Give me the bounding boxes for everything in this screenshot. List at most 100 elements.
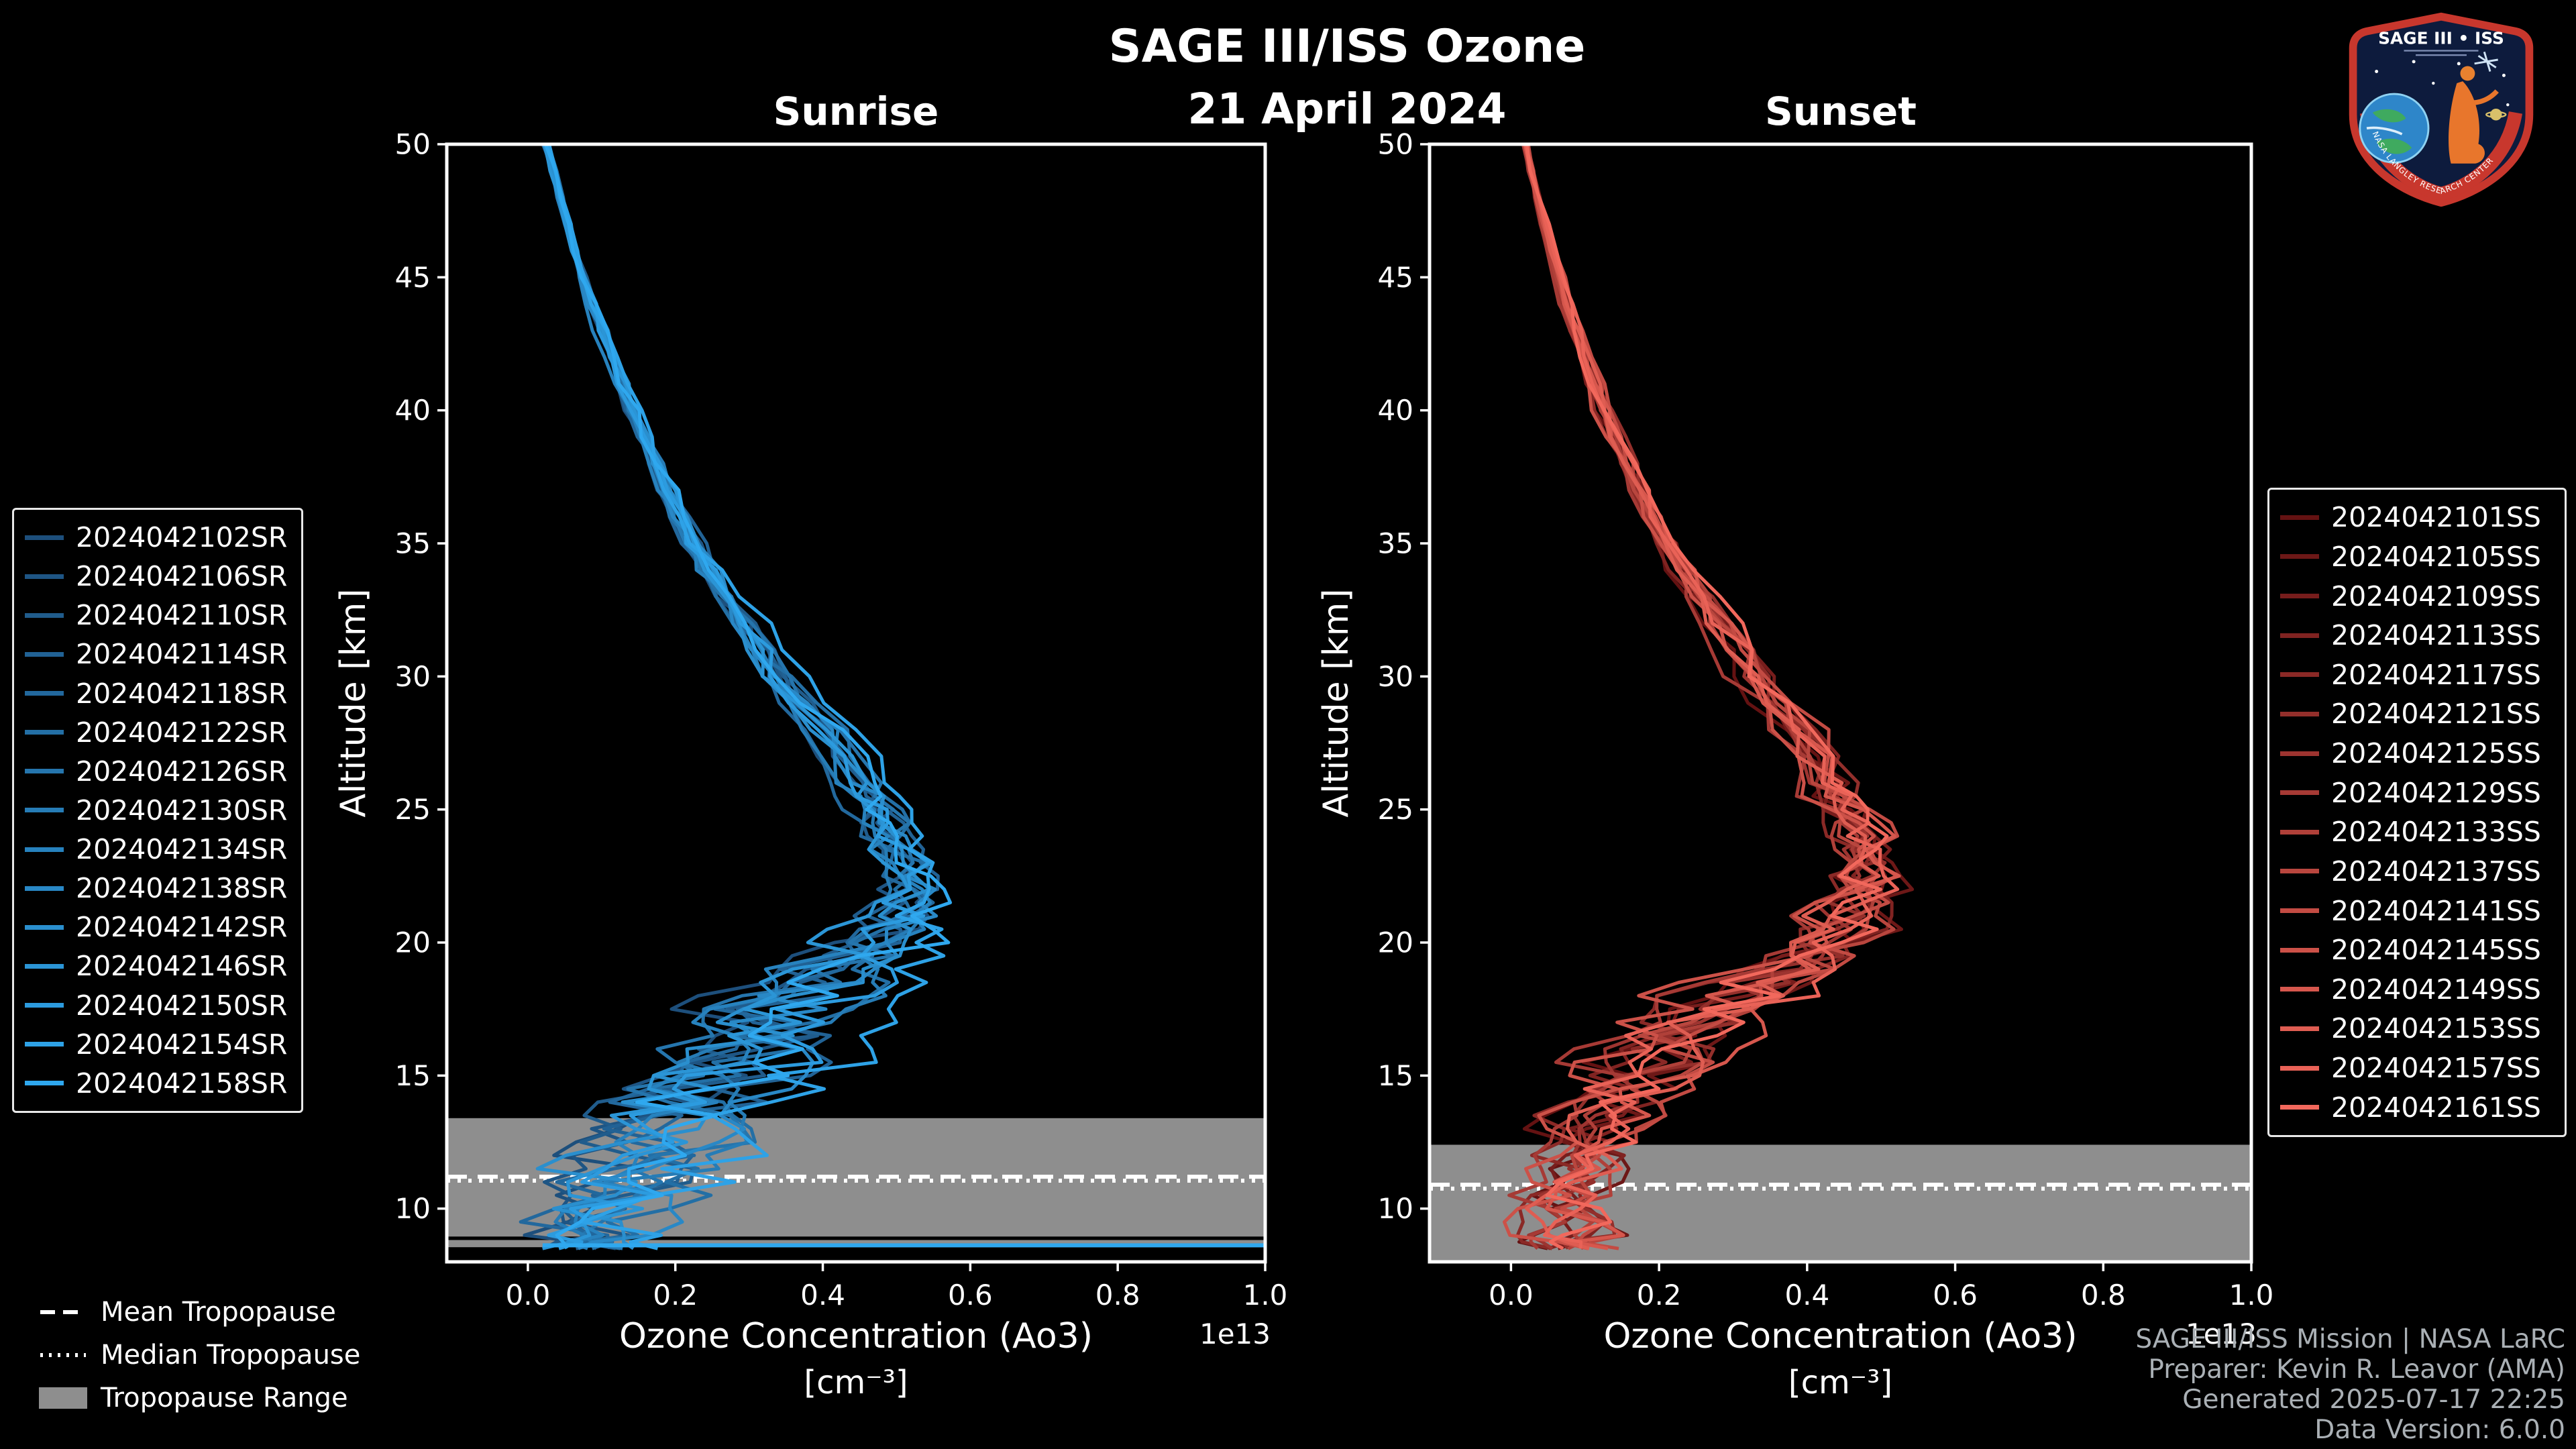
legend-item: 2024042126SR bbox=[25, 752, 290, 790]
profile-line bbox=[1526, 144, 1900, 1250]
legend-item: 2024042142SR bbox=[25, 908, 290, 947]
legend-item: 2024042134SR bbox=[25, 830, 290, 869]
legend-item: 2024042105SS bbox=[2280, 537, 2554, 576]
legend-item: 2024042125SS bbox=[2280, 735, 2554, 773]
earth-land bbox=[2376, 138, 2412, 154]
legend-line-swatch bbox=[25, 612, 64, 618]
x-tick-label: 0.2 bbox=[1637, 1279, 1682, 1311]
axes-frame bbox=[445, 142, 1267, 1264]
x-axis-label: Ozone Concentration (Ao3) bbox=[1603, 1316, 2077, 1356]
legend-item: 2024042154SR bbox=[25, 1025, 290, 1063]
x-axis-units-label: [cm⁻³] bbox=[1788, 1364, 1892, 1401]
y-tick-label: 35 bbox=[395, 527, 431, 560]
y-tick-label: 40 bbox=[395, 394, 431, 427]
legend-item: 2024042137SS bbox=[2280, 852, 2554, 890]
legend-line-swatch bbox=[2280, 594, 2319, 599]
star-icon bbox=[2502, 73, 2506, 77]
legend-item: 2024042150SR bbox=[25, 986, 290, 1024]
x-tick-label: 0.0 bbox=[1489, 1279, 1534, 1311]
legend-label: 2024042142SR bbox=[76, 911, 288, 944]
y-tick-label: 35 bbox=[1378, 527, 1413, 560]
dashed-line-icon bbox=[40, 1310, 86, 1314]
credits-mission: SAGE III/ISS Mission | NASA LaRC bbox=[2135, 1324, 2565, 1354]
legend-label: 2024042109SS bbox=[2331, 580, 2541, 612]
gray-band-icon bbox=[39, 1387, 87, 1409]
legend-item: 2024042109SS bbox=[2280, 577, 2554, 615]
legend-line-swatch bbox=[2280, 829, 2319, 835]
x-tick-label: 0.6 bbox=[948, 1279, 993, 1311]
legend-line-swatch bbox=[25, 769, 64, 774]
credits-preparer: Preparer: Kevin R. Leavor (AMA) bbox=[2148, 1354, 2565, 1385]
y-tick-label: 10 bbox=[1378, 1192, 1413, 1225]
credits-block: SAGE III/ISS Mission | NASA LaRC Prepare… bbox=[2135, 1324, 2565, 1445]
legend-line-swatch bbox=[2280, 987, 2319, 992]
legend-label: 2024042122SR bbox=[76, 716, 288, 749]
earth-atmosphere-ring bbox=[2359, 93, 2430, 164]
star-icon bbox=[2506, 103, 2510, 107]
legend-item: 2024042141SS bbox=[2280, 892, 2554, 930]
planet-ring bbox=[2485, 111, 2507, 118]
profile-line bbox=[1523, 144, 1881, 1250]
legend-label: 2024042110SR bbox=[76, 599, 288, 632]
legend-line-swatch bbox=[25, 808, 64, 813]
tropopause-range-legend-item: Tropopause Range bbox=[39, 1379, 360, 1417]
x-tick-label: 1.0 bbox=[1243, 1279, 1288, 1311]
legend-item: 2024042117SS bbox=[2280, 655, 2554, 694]
legend-label: 2024042141SS bbox=[2331, 894, 2541, 927]
y-tick-label: 20 bbox=[1378, 926, 1413, 959]
profile-line bbox=[519, 144, 935, 1249]
profile-line bbox=[1523, 144, 1901, 1250]
y-tick-label: 15 bbox=[1378, 1059, 1413, 1092]
page-title: SAGE III/ISS Ozone bbox=[1108, 20, 1586, 73]
legend-item: 2024042145SS bbox=[2280, 931, 2554, 969]
earth-land bbox=[2372, 109, 2406, 123]
planet-icon bbox=[2490, 109, 2502, 121]
legend-item: 2024042101SS bbox=[2280, 498, 2554, 537]
legend-item: 2024042122SR bbox=[25, 713, 290, 751]
legend-line-swatch bbox=[2280, 633, 2319, 638]
iss-silhouette-icon bbox=[2474, 51, 2498, 72]
legend-label: 2024042129SS bbox=[2331, 776, 2541, 809]
x-tick-label: 0.4 bbox=[800, 1279, 845, 1311]
legend-item: 2024042114SR bbox=[25, 635, 290, 674]
legend-line-swatch bbox=[25, 963, 64, 969]
y-axis-label: Altitude [km] bbox=[333, 588, 374, 817]
profile-line bbox=[547, 144, 946, 1250]
y-tick-label: 25 bbox=[1378, 793, 1413, 826]
y-tick-label: 25 bbox=[395, 793, 431, 826]
sunset-legend: 2024042101SS 2024042105SS 2024042109SS 2024… bbox=[2267, 488, 2567, 1137]
legend-line-swatch bbox=[2280, 790, 2319, 796]
legend-line-swatch bbox=[2280, 947, 2319, 953]
legend-label: 2024042138SR bbox=[76, 872, 288, 905]
legend-label: 2024042161SS bbox=[2331, 1091, 2541, 1124]
legend-label: 2024042153SS bbox=[2331, 1012, 2541, 1045]
legend-line-swatch bbox=[25, 691, 64, 696]
y-axis-label: Altitude [km] bbox=[1316, 588, 1356, 817]
x-tick-label: 0.2 bbox=[653, 1279, 698, 1311]
legend-line-swatch bbox=[2280, 1105, 2319, 1110]
star-icon bbox=[2375, 70, 2379, 74]
legend-line-swatch bbox=[2280, 908, 2319, 914]
legend-item: 2024042113SS bbox=[2280, 616, 2554, 655]
x-axis-units-label: [cm⁻³] bbox=[804, 1364, 908, 1401]
legend-label: 2024042154SR bbox=[76, 1028, 288, 1061]
legend-label: 2024042102SR bbox=[76, 521, 288, 554]
legend-line-swatch bbox=[2280, 711, 2319, 716]
legend-item: 2024042118SR bbox=[25, 674, 290, 712]
legend-line-swatch bbox=[25, 924, 64, 930]
profile-line bbox=[543, 144, 953, 1250]
profile-line bbox=[546, 144, 931, 1250]
legend-label: 2024042133SS bbox=[2331, 816, 2541, 849]
legend-line-swatch bbox=[2280, 751, 2319, 756]
mean-tropopause-legend-item: Mean Tropopause bbox=[39, 1293, 360, 1331]
legend-item: 2024042149SS bbox=[2280, 970, 2554, 1008]
star-icon bbox=[2432, 81, 2435, 85]
legend-label: 2024042113SS bbox=[2331, 619, 2541, 652]
legend-label: 2024042118SR bbox=[76, 677, 288, 710]
legend-label: 2024042146SR bbox=[76, 950, 288, 983]
legend-item: 2024042161SS bbox=[2280, 1088, 2554, 1126]
credits-generated: Generated 2025-07-17 22:25 bbox=[2182, 1385, 2565, 1415]
tropopause-legend: Mean Tropopause Median Tropopause Tropop… bbox=[39, 1293, 360, 1417]
legend-line-swatch bbox=[25, 1003, 64, 1008]
legend-line-swatch bbox=[25, 730, 64, 735]
